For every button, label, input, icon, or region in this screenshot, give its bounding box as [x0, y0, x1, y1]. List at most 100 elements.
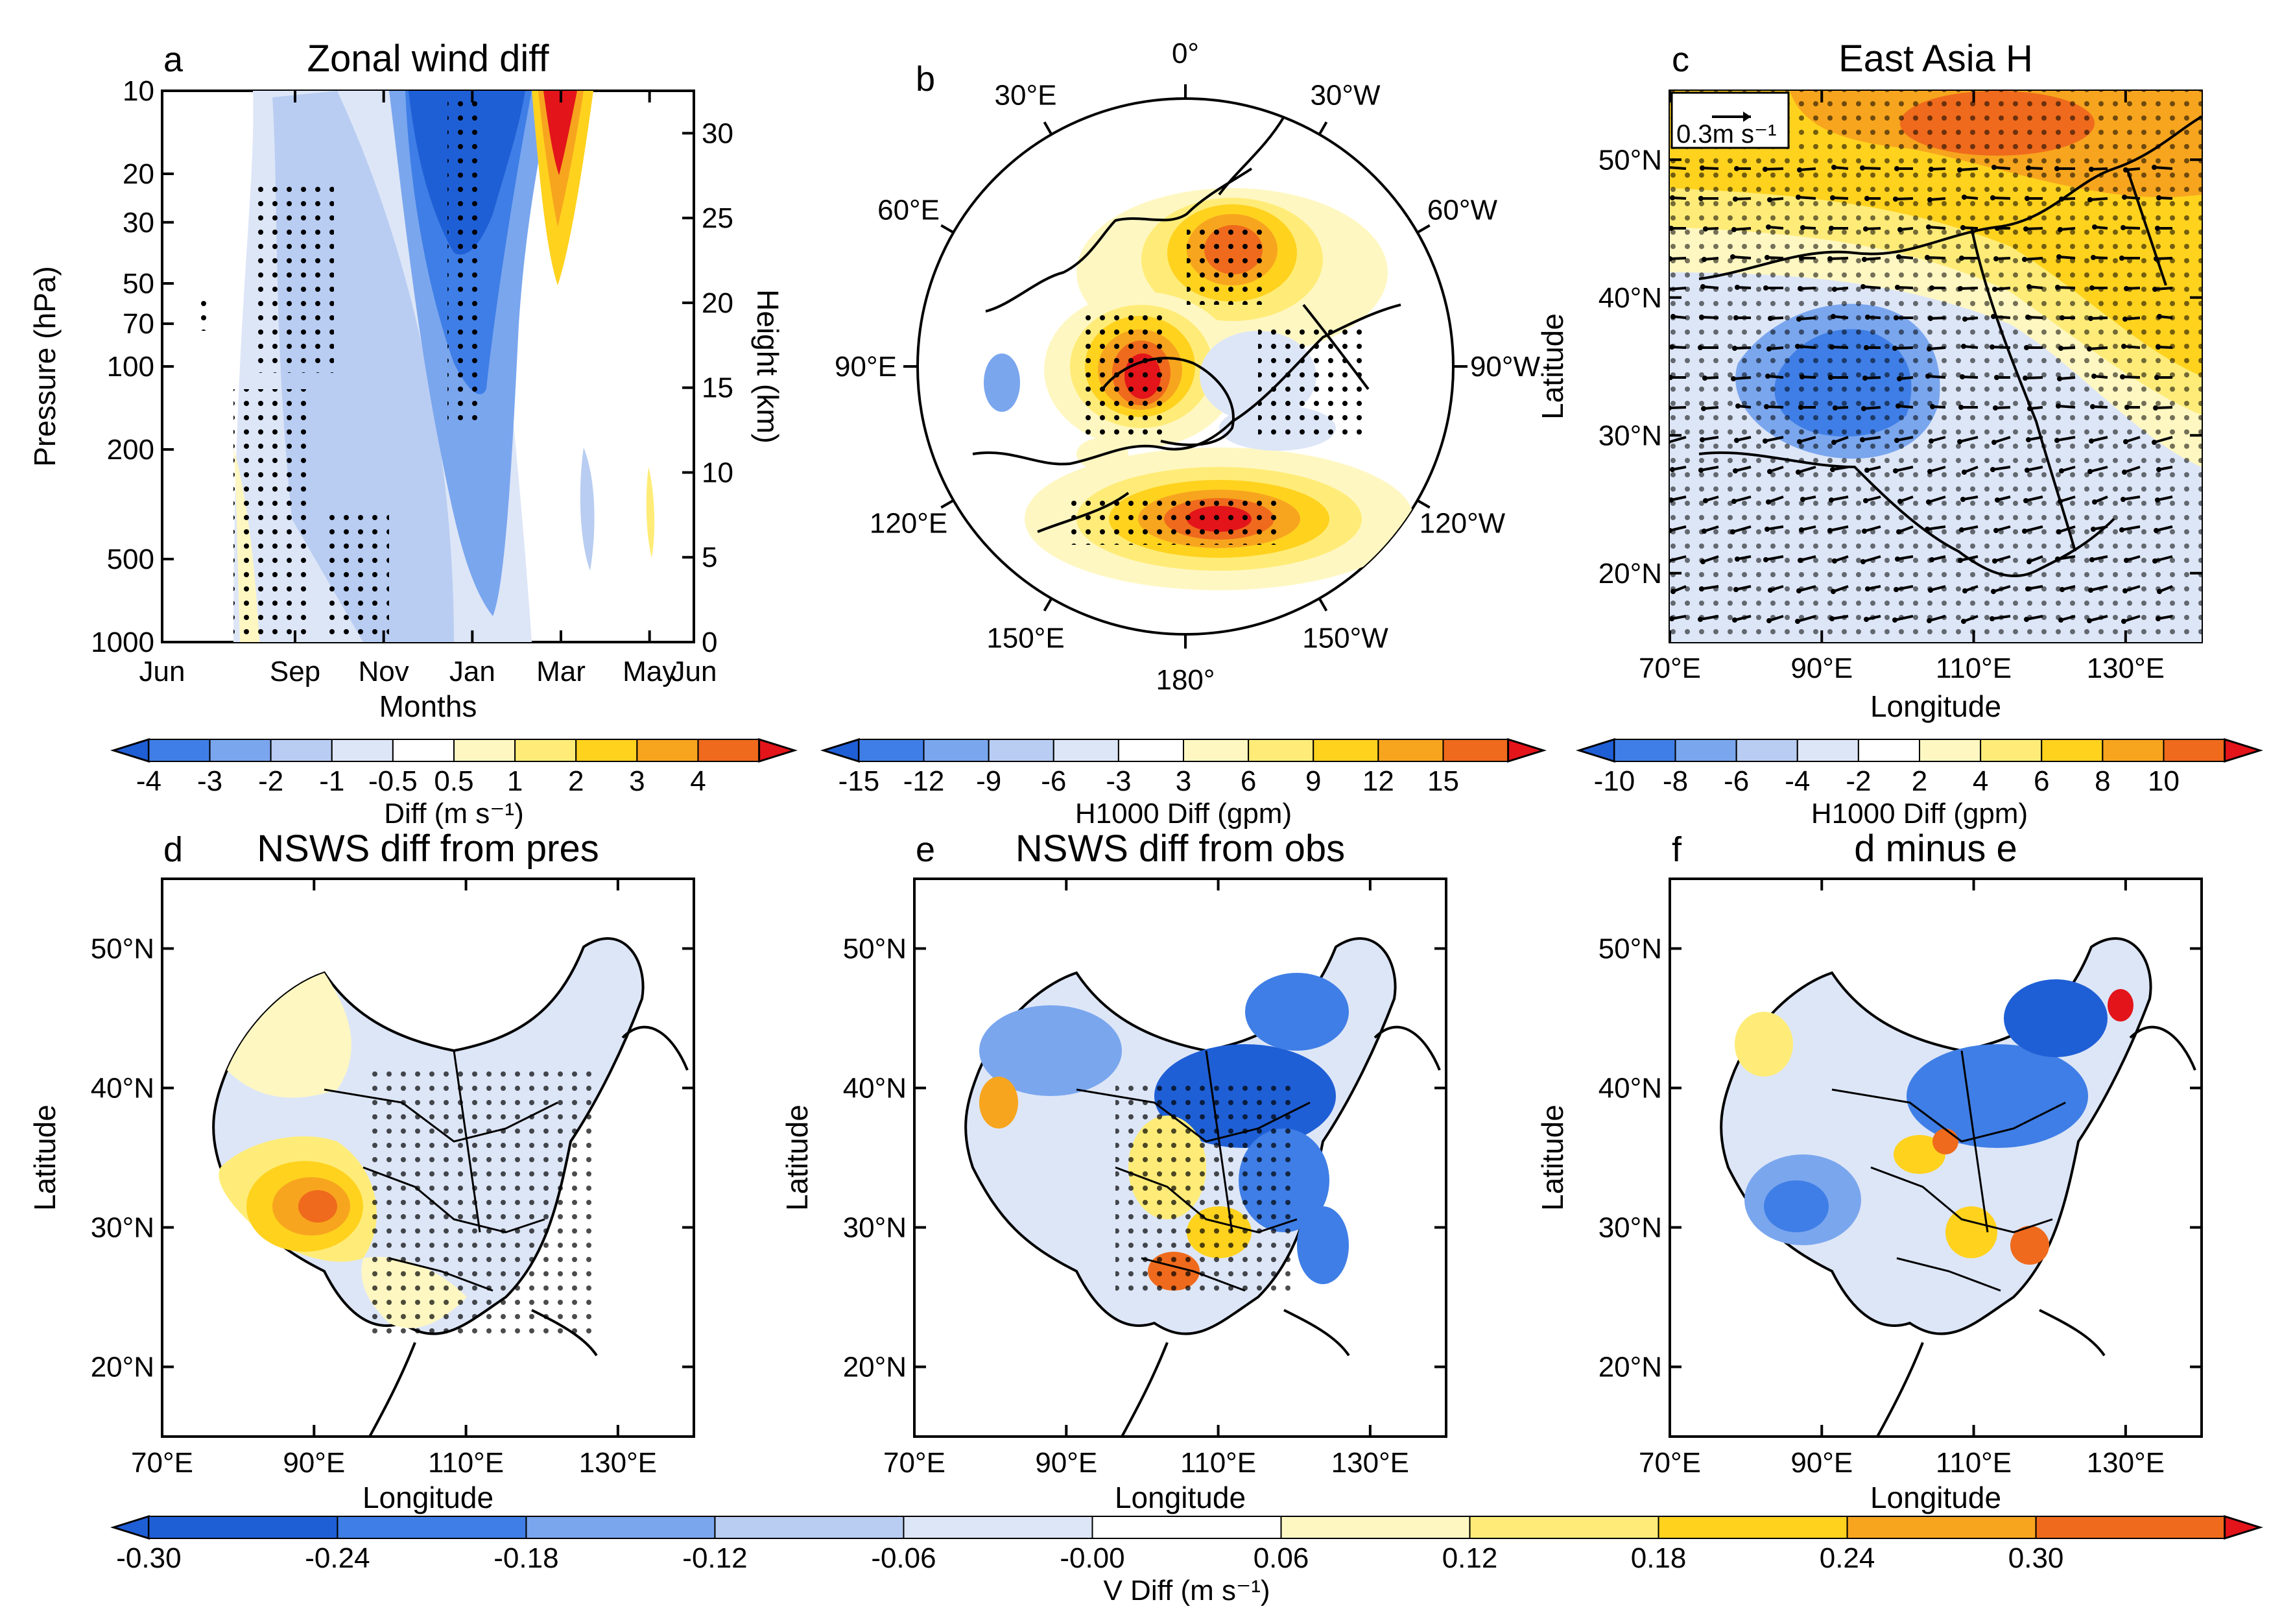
panel-a-y-right-label: 0 — [702, 627, 717, 658]
colorbar-bottom-bin — [1469, 1516, 1659, 1539]
wind-vector-head — [1894, 166, 1899, 171]
wind-vector-head — [1796, 316, 1801, 322]
wind-vector-head — [1860, 284, 1866, 289]
wind-vector-head — [1929, 167, 1934, 172]
wind-vector-head — [1993, 405, 1998, 411]
wind-vector — [1929, 466, 1946, 473]
wind-vector-head — [1861, 406, 1866, 411]
wind-vector-head — [1993, 256, 1999, 261]
wind-vector-head — [1862, 376, 1868, 381]
panel-d-x-label: 90°E — [283, 1447, 345, 1479]
wind-vector — [2156, 525, 2173, 532]
wind-vector — [1670, 555, 1687, 562]
wind-vector-head — [1894, 587, 1899, 592]
wind-vector — [1701, 585, 1719, 590]
colorbar-bottom-label: 0.06 — [1254, 1542, 1309, 1574]
wind-vector — [1991, 346, 2011, 349]
wind-vector-head — [1928, 588, 1933, 593]
wind-vector — [1702, 436, 1719, 441]
wind-vector-head — [2091, 255, 2096, 260]
wind-vector-head — [1829, 226, 1834, 231]
wind-vector — [1798, 585, 1816, 592]
wind-vector-head — [2154, 375, 2159, 380]
wind-vector-head — [1702, 376, 1707, 381]
wind-vector — [2124, 585, 2141, 592]
wind-vector-head — [1828, 375, 1833, 380]
colorbar-b-label: 3 — [1176, 765, 1191, 797]
wind-vector-head — [1670, 375, 1673, 380]
wind-vector-head — [2152, 165, 2157, 170]
wind-vector-head — [2157, 589, 2162, 594]
wind-vector-head — [2119, 256, 2124, 261]
panel-d-y-label: 50°N — [91, 933, 154, 965]
panel-a-contours — [195, 91, 655, 642]
wind-vector-head — [2025, 586, 2030, 591]
wind-vector — [2025, 227, 2043, 230]
panel-a-x-label: Sep — [270, 656, 320, 687]
wind-vector-head — [1864, 617, 1869, 622]
wind-vector-head — [1829, 616, 1835, 621]
wind-vector-head — [1926, 499, 1931, 505]
colorbar-c: -10 -8 -6 -4 -2 2 4 6 8 10 H1000 Diff (gpm) — [1575, 737, 2264, 830]
colorbar-b-bin — [1052, 739, 1119, 762]
wind-vector-head — [1670, 405, 1672, 411]
wind-vector — [2154, 287, 2173, 291]
wind-vector-head — [1958, 405, 1964, 410]
panel-e-x-label: 70°E — [883, 1447, 945, 1479]
wind-vector-head — [2121, 497, 2126, 502]
colorbar-c-bin — [2163, 739, 2226, 762]
wind-vector-head — [1730, 254, 1735, 259]
wind-vector-head — [1734, 166, 1739, 171]
panel-e-letter: e — [916, 830, 935, 869]
wind-vector — [1701, 316, 1719, 319]
colorbar-a-bin — [453, 739, 516, 762]
wind-vector-head — [2060, 315, 2065, 320]
wind-vector — [1864, 257, 1881, 261]
panel-d-y-ticks: 50°N 40°N 30°N 20°N — [91, 933, 694, 1383]
colorbar-a-label: 0.5 — [434, 765, 473, 797]
wind-vector-head — [2156, 616, 2161, 621]
wind-vector-head — [2119, 527, 2124, 532]
panel-b-letter: b — [916, 60, 935, 99]
wind-vector-head — [1895, 285, 1900, 290]
wind-vector-head — [1768, 588, 1773, 593]
wind-vector-head — [1731, 376, 1736, 381]
wind-vector-head — [1665, 440, 1670, 445]
panel-b-lon-label: 90°W — [1470, 351, 1541, 383]
colorbar-b-end-high — [1507, 737, 1547, 763]
panel-e-x-label: 90°E — [1035, 1447, 1097, 1479]
panel-d-letter: d — [163, 830, 183, 869]
wind-vector — [1862, 436, 1881, 441]
wind-vector-head — [2058, 346, 2063, 351]
wind-vector-head — [1735, 403, 1741, 409]
wind-vector-head — [1733, 587, 1739, 592]
wind-vector-head — [1995, 497, 2000, 503]
wind-vector — [2056, 436, 2076, 442]
wind-vector-head — [1962, 588, 1967, 593]
wind-vector-head — [2092, 224, 2097, 230]
colorbar-c-label: -6 — [1724, 765, 1749, 797]
wind-vector — [1862, 167, 1881, 170]
wind-vector-head — [2121, 225, 2126, 230]
wind-vector-head — [1831, 165, 1836, 170]
wind-vector — [1863, 406, 1881, 410]
colorbar-b-bin — [1117, 739, 1185, 762]
wind-vector-head — [1699, 315, 1704, 320]
wind-vector — [1993, 436, 2011, 444]
wind-vector — [2057, 555, 2076, 560]
panel-d-xlabel: Longitude — [363, 1481, 493, 1514]
wind-vector-head — [2088, 588, 2093, 593]
wind-vector — [1927, 256, 1946, 259]
wind-vector — [2024, 257, 2043, 261]
colorbar-b-bin — [1248, 739, 1314, 762]
wind-vector — [1800, 287, 1816, 290]
wind-vector-head — [1962, 195, 1967, 200]
wind-vector-head — [1991, 589, 1996, 594]
wind-vector — [2058, 256, 2076, 259]
wind-vector-head — [1961, 344, 1966, 349]
wind-vector-head — [1863, 498, 1868, 503]
wind-vector — [1765, 555, 1784, 561]
panel-c-ref-vector-label: 0.3m s⁻¹ — [1676, 120, 1776, 149]
wind-vector — [1894, 615, 1914, 621]
